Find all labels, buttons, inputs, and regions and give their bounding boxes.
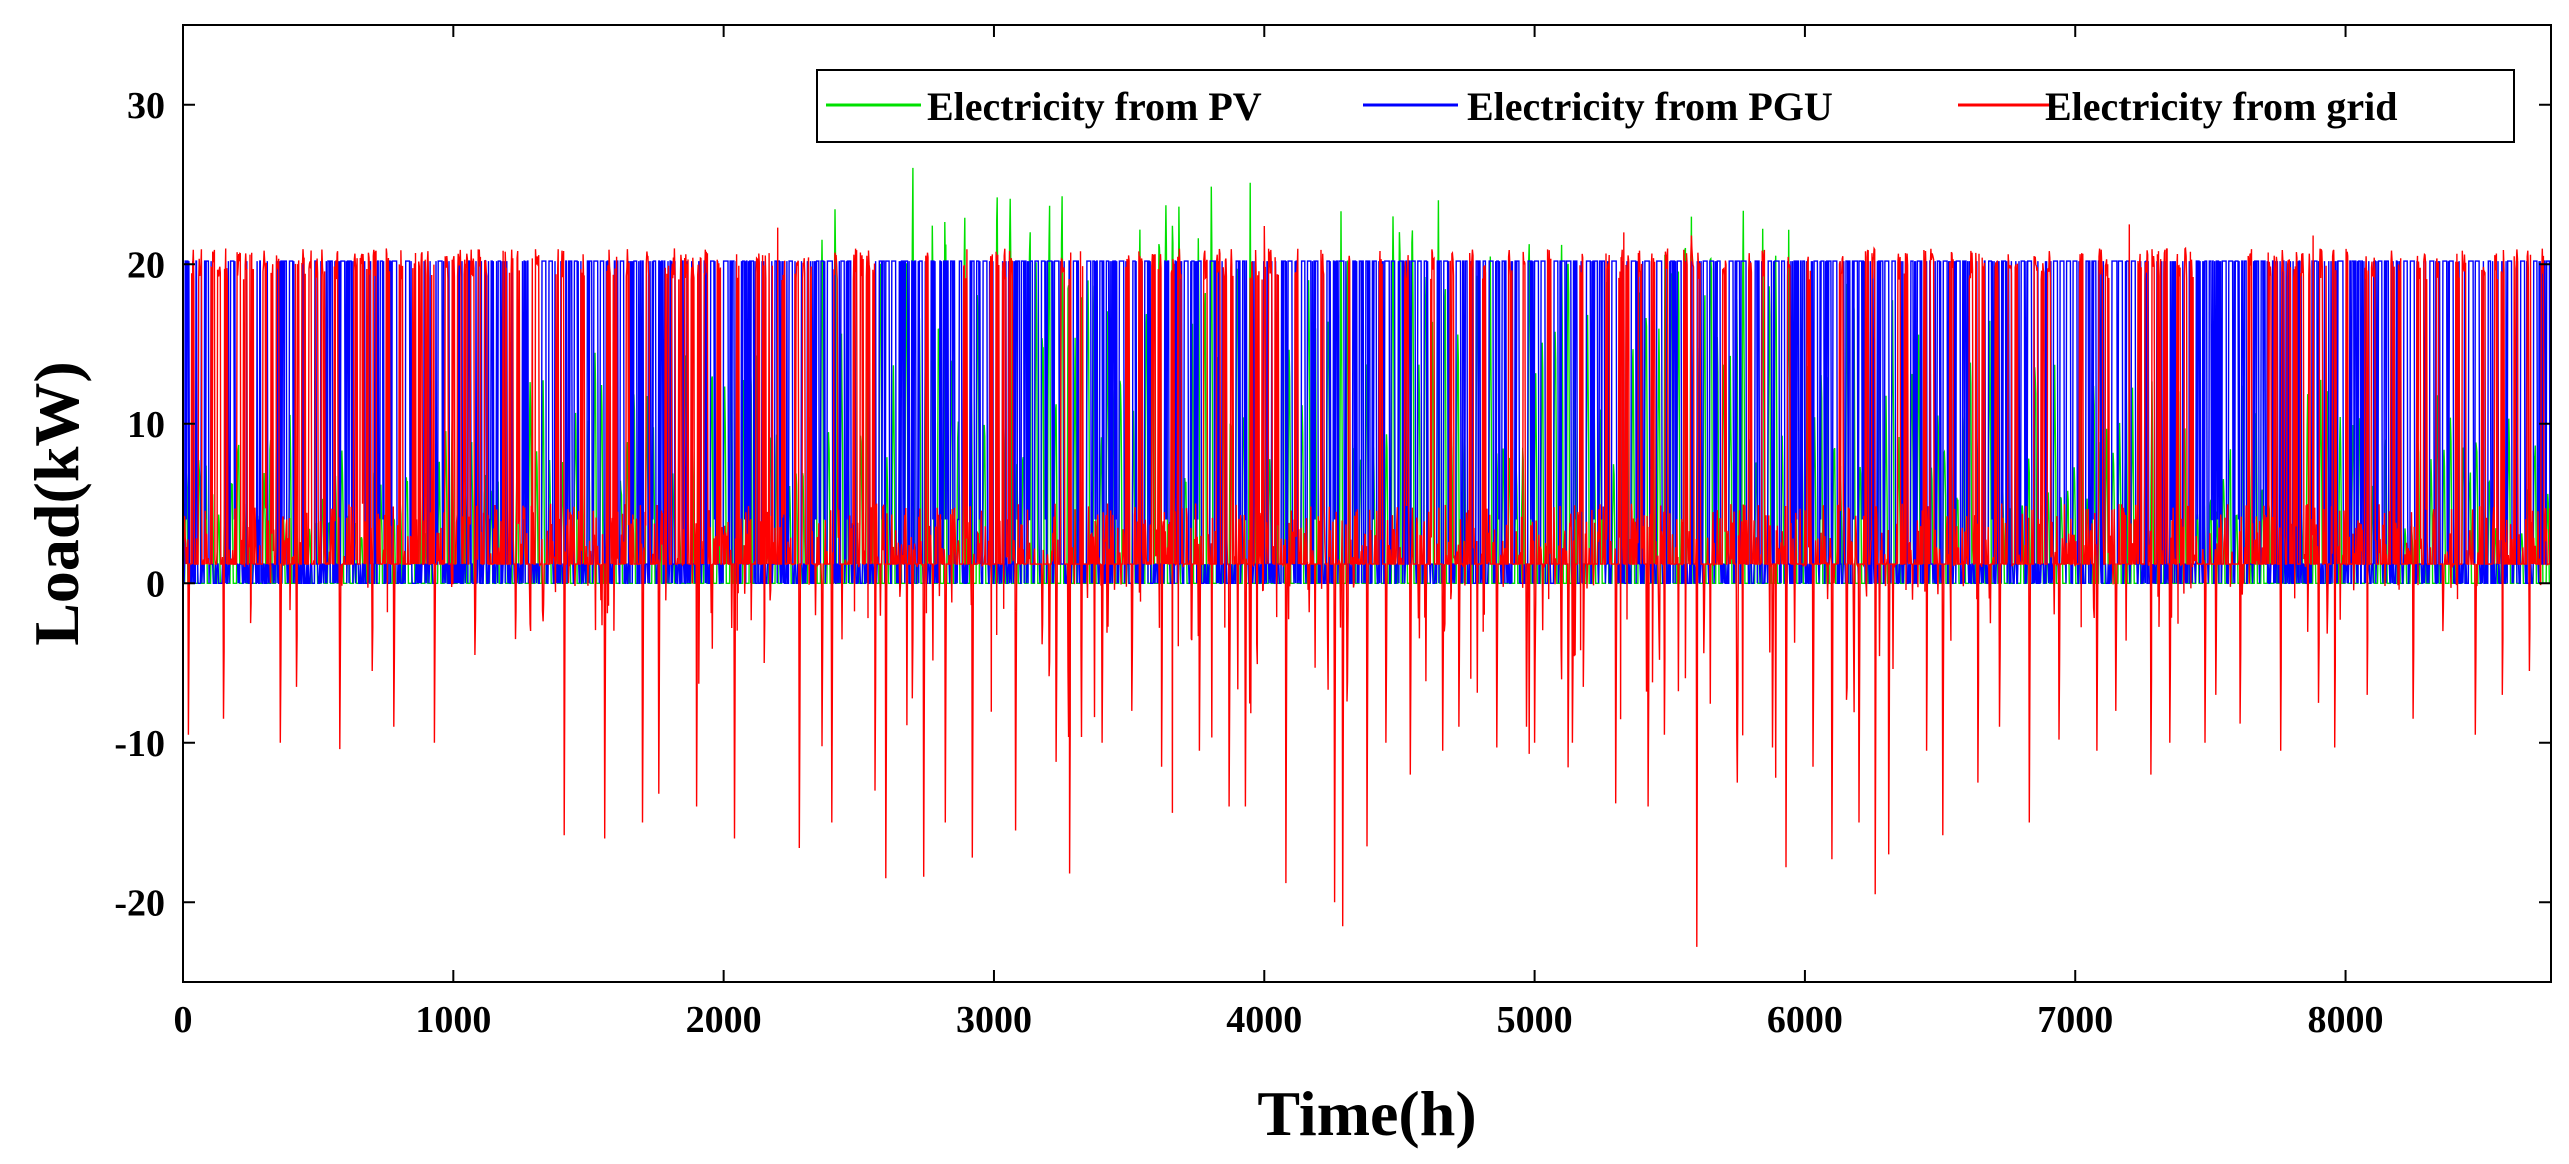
series-line-grid: [183, 224, 2551, 947]
x-tick-label: 8000: [2308, 999, 2384, 1041]
y-tick-label: 20: [127, 244, 165, 286]
y-tick-label: 10: [127, 404, 165, 446]
y-tick-label: -20: [114, 882, 165, 924]
x-tick-label: 3000: [956, 999, 1032, 1041]
series-layer: [183, 167, 2551, 947]
x-tick-label: 7000: [2037, 999, 2113, 1041]
x-tick-label: 0: [174, 999, 193, 1041]
legend-label-pv: Electricity from PV: [927, 84, 1262, 129]
plot-area: [182, 24, 2552, 983]
x-tick-label: 1000: [415, 999, 491, 1041]
x-tick-label: 2000: [686, 999, 762, 1041]
legend-label-grid: Electricity from grid: [2045, 84, 2397, 129]
x-tick-label: 6000: [1767, 999, 1843, 1041]
y-axis-title: Load(kW): [21, 361, 92, 646]
axis-ticks: 0 1000 2000 3000 4000 5000 6000 7000 8000 -20 -10 0…: [114, 25, 2551, 1041]
y-tick-label: -10: [114, 723, 165, 765]
y-tick-label: 0: [146, 563, 165, 605]
x-axis-title: Time(h): [1257, 1078, 1476, 1149]
legend: Electricity from PV Electricity from PGU…: [816, 69, 2515, 143]
x-tick-label: 5000: [1497, 999, 1573, 1041]
legend-label-pgu: Electricity from PGU: [1467, 84, 1833, 129]
x-tick-label: 4000: [1226, 999, 1302, 1041]
series-line-pgu: [183, 260, 2551, 584]
y-tick-label: 30: [127, 85, 165, 127]
legend-box: [816, 69, 2515, 143]
